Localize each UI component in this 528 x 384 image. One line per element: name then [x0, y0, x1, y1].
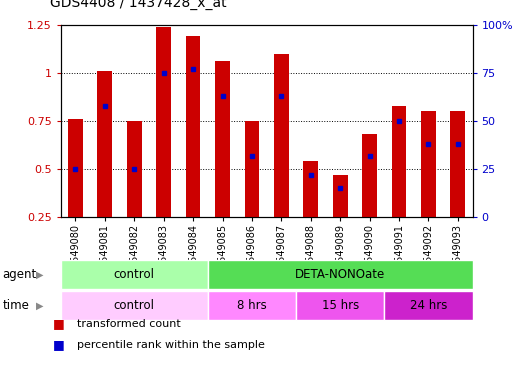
Text: ▶: ▶ [36, 300, 43, 310]
Bar [156, 27, 171, 217]
Bar [127, 121, 142, 217]
Bar [61, 260, 208, 289]
Bar [98, 71, 112, 217]
Bar [296, 291, 384, 320]
Bar [362, 134, 377, 217]
Text: 24 hrs: 24 hrs [410, 299, 447, 312]
Text: control: control [114, 299, 155, 312]
Bar [274, 54, 289, 217]
Text: agent: agent [3, 268, 37, 281]
Bar [421, 111, 436, 217]
Text: ▶: ▶ [36, 270, 43, 280]
Bar [384, 291, 473, 320]
Bar [208, 260, 473, 289]
Text: transformed count: transformed count [77, 319, 180, 329]
Bar [186, 36, 201, 217]
Text: percentile rank within the sample: percentile rank within the sample [77, 340, 265, 350]
Bar [215, 61, 230, 217]
Text: GDS4408 / 1437428_x_at: GDS4408 / 1437428_x_at [50, 0, 227, 10]
Bar [61, 291, 208, 320]
Text: ■: ■ [53, 317, 64, 330]
Text: control: control [114, 268, 155, 281]
Text: 15 hrs: 15 hrs [322, 299, 359, 312]
Bar [68, 119, 83, 217]
Bar [304, 161, 318, 217]
Text: ■: ■ [53, 338, 64, 351]
Text: time: time [3, 299, 30, 312]
Bar [450, 111, 465, 217]
Bar [392, 106, 407, 217]
Bar [208, 291, 296, 320]
Bar [244, 121, 259, 217]
Text: 8 hrs: 8 hrs [237, 299, 267, 312]
Bar [333, 175, 347, 217]
Text: DETA-NONOate: DETA-NONOate [295, 268, 385, 281]
